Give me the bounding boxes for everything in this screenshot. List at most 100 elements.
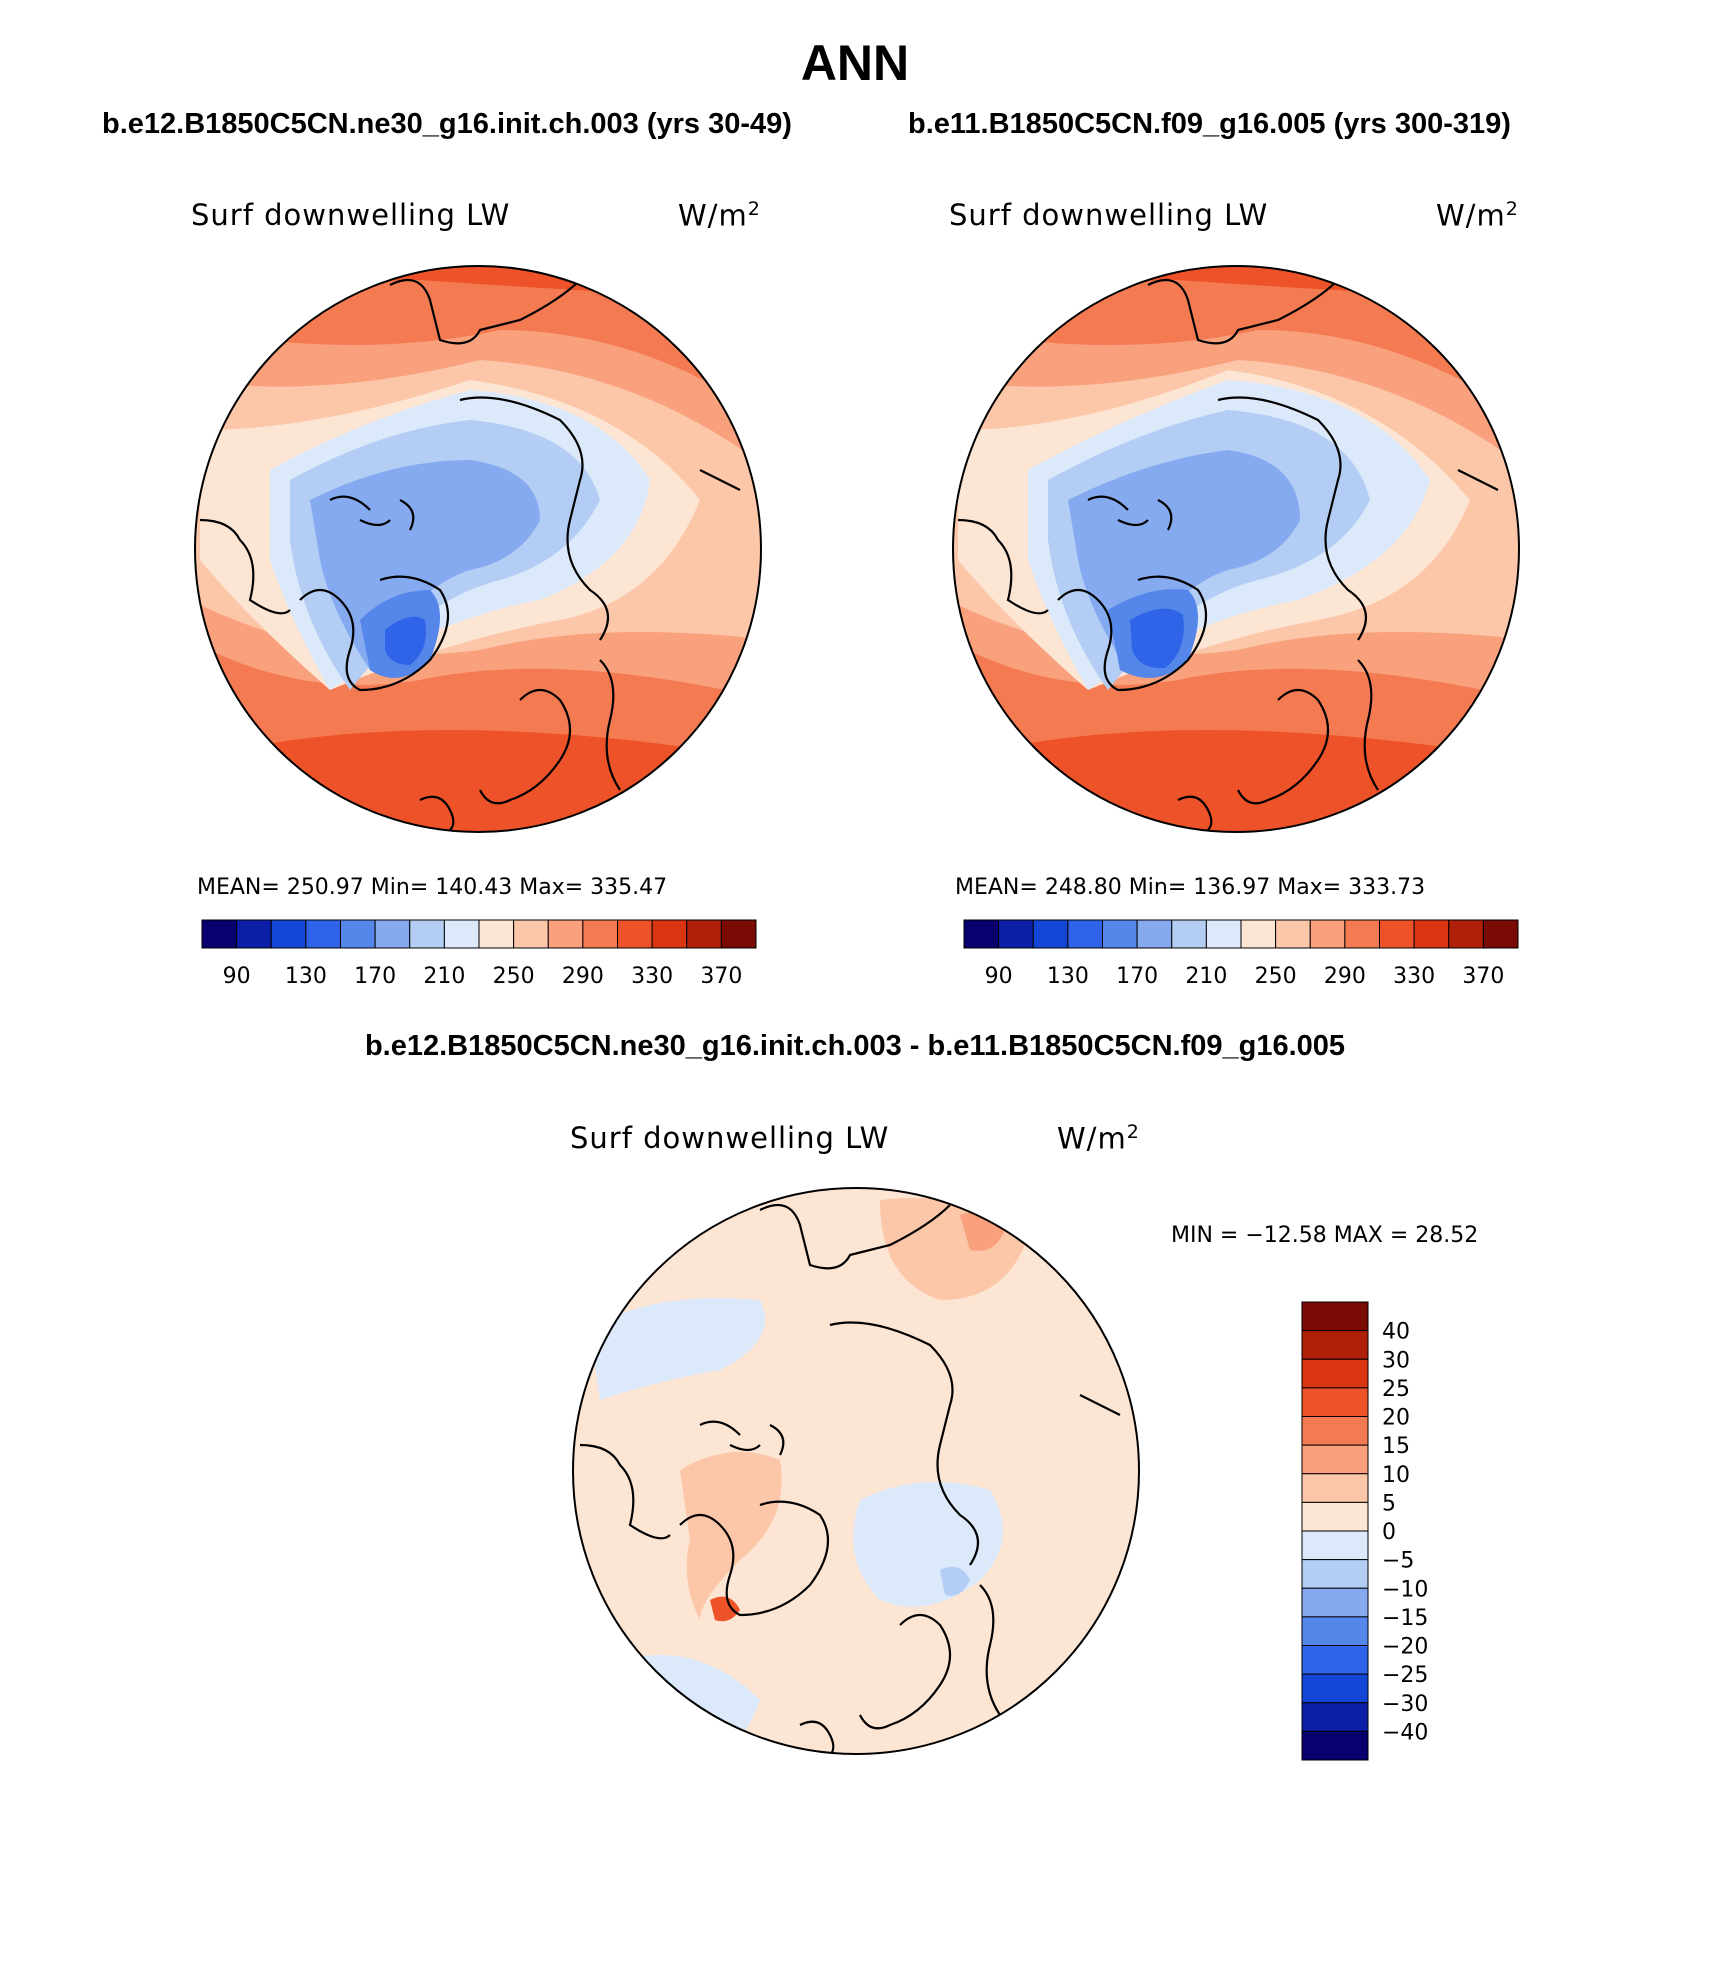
panel-1-colorbar-tick-label: 250 (493, 964, 535, 989)
panel-1-colorbar-swatch (340, 919, 376, 949)
panel-1-map-border (194, 265, 762, 833)
panel-2-colorbar-swatch (1344, 919, 1380, 949)
panel-2-colorbar-tick-label: 290 (1324, 964, 1366, 989)
panel-2-polar-map (953, 266, 1519, 832)
panel-2-case-title: b.e11.B1850C5CN.f09_g16.005 (yrs 300-319… (908, 108, 1511, 140)
panel-2-colorbar-swatch (1136, 919, 1173, 949)
panel-2-colorbar-tick-label: 330 (1393, 964, 1435, 989)
panel-1-colorbar-swatch (305, 919, 341, 949)
panel-1-stats: MEAN= 250.97 Min= 140.43 Max= 335.47 (197, 875, 668, 900)
panel-1-colorbar-swatch (236, 919, 272, 949)
panel-2-colorbar: 90 130 170 210 250 290 330 370 (963, 919, 1519, 989)
panel-1-colorbar-swatch (443, 919, 480, 949)
panel-2-colorbar-swatch (1448, 919, 1484, 949)
diff-colorbar-swatch (1301, 1702, 1369, 1732)
diff-colorbar-tick-label: 5 (1382, 1491, 1396, 1516)
panel-1-colorbar-swatch (582, 919, 618, 949)
panel-1-colorbar-tick-label: 370 (700, 964, 742, 989)
diff-colorbar-swatch (1301, 1587, 1369, 1618)
panel-1-colorbar-swatch (547, 919, 584, 949)
panel-2-map-border (952, 265, 1520, 833)
diff-colorbar-tick-label: 25 (1382, 1377, 1410, 1402)
diff-colorbar-swatch (1301, 1616, 1369, 1646)
panel-1-polar-map (195, 266, 761, 832)
panel-2-colorbar-swatch (1309, 919, 1346, 949)
panel-2-colorbar-swatch (998, 919, 1034, 949)
diff-colorbar-swatch (1301, 1501, 1369, 1532)
diff-polar-map (573, 1188, 1139, 1754)
panel-1-colorbar-tick-label: 90 (223, 964, 251, 989)
diff-colorbar-tick-label: 15 (1382, 1434, 1410, 1459)
panel-1-case-title: b.e12.B1850C5CN.ne30_g16.init.ch.003 (yr… (102, 108, 792, 140)
panel-1-colorbar-swatch (513, 919, 549, 949)
panel-2-colorbar-swatch (1171, 919, 1207, 949)
diff-colorbar-swatch (1301, 1330, 1369, 1360)
diff-colorbar-swatch (1301, 1730, 1369, 1761)
diff-map-border (572, 1187, 1140, 1755)
panel-1-colorbar-swatch (409, 919, 445, 949)
panel-2-colorbar-swatch (963, 919, 1000, 949)
main-title: ANN (800, 35, 910, 91)
panel-1-colorbar-swatch (201, 919, 238, 949)
panel-2-colorbar-tick-label: 90 (985, 964, 1013, 989)
diff-units-label: W/m2 (1057, 1121, 1140, 1156)
diff-colorbar-tick-label: −20 (1382, 1635, 1428, 1660)
diff-colorbar-tick-label: 20 (1382, 1406, 1410, 1431)
panel-2-colorbar-tick-label: 130 (1047, 964, 1089, 989)
diff-colorbar-tick-label: −30 (1382, 1692, 1428, 1717)
panel-1-colorbar-swatch (651, 919, 688, 949)
diff-colorbar-swatch (1301, 1559, 1369, 1589)
diff-colorbar-tick-label: 40 (1382, 1320, 1410, 1345)
panel-2-units-label: W/m2 (1436, 198, 1519, 233)
diff-colorbar-swatch (1301, 1530, 1369, 1561)
diff-stats: MIN = −12.58 MAX = 28.52 (1171, 1223, 1479, 1248)
diff-colorbar-swatch (1301, 1387, 1369, 1417)
diff-colorbar-swatch (1301, 1473, 1369, 1503)
panel-2-colorbar-swatch (1379, 919, 1415, 949)
diff-colorbar-tick-label: 10 (1382, 1463, 1410, 1488)
panel-2-variable-label: Surf downwelling LW (949, 198, 1269, 232)
panel-2-colorbar-swatch (1032, 919, 1069, 949)
panel-1-colorbar-swatch (686, 919, 722, 949)
panel-2-colorbar-tick-label: 250 (1255, 964, 1297, 989)
panel-1-variable-label: Surf downwelling LW (191, 198, 511, 232)
diff-colorbar-tick-label: −25 (1382, 1663, 1428, 1688)
panel-2-colorbar-swatch (1413, 919, 1450, 949)
panel-1-colorbar-tick-label: 290 (562, 964, 604, 989)
panel-2-colorbar-swatch (1240, 919, 1277, 949)
diff-variable-label: Surf downwelling LW (570, 1121, 890, 1155)
diff-colorbar-tick-label: −40 (1382, 1720, 1428, 1745)
panel-1-colorbar-swatch (617, 919, 653, 949)
panel-1-units-label: W/m2 (678, 198, 761, 233)
diff-colorbar-swatch (1301, 1673, 1369, 1704)
diff-colorbar-tick-label: 0 (1382, 1520, 1396, 1545)
diff-colorbar-swatch (1301, 1444, 1369, 1475)
panel-2-colorbar-swatch (1275, 919, 1311, 949)
panel-1-colorbar-swatch (270, 919, 307, 949)
panel-2-colorbar-tick-label: 170 (1116, 964, 1158, 989)
diff-colorbar-swatch (1301, 1301, 1369, 1332)
panel-2-colorbar-swatch (1067, 919, 1103, 949)
panel-2-colorbar-tick-label: 210 (1185, 964, 1227, 989)
diff-colorbar-tick-label: −15 (1382, 1606, 1428, 1631)
panel-1-colorbar-swatch (720, 919, 757, 949)
diff-colorbar-swatch (1301, 1645, 1369, 1675)
panel-1-colorbar-tick-label: 210 (423, 964, 465, 989)
panel-2-colorbar-tick-label: 370 (1462, 964, 1504, 989)
diff-colorbar-tick-label: 30 (1382, 1348, 1410, 1373)
diff-colorbar-tick-label: −10 (1382, 1577, 1428, 1602)
diff-colorbar-swatch (1301, 1358, 1369, 1389)
panel-2-stats: MEAN= 248.80 Min= 136.97 Max= 333.73 (955, 875, 1426, 900)
panel-1-colorbar-tick-label: 330 (631, 964, 673, 989)
panel-1-colorbar-tick-label: 170 (354, 964, 396, 989)
panel-1-colorbar-swatch (374, 919, 411, 949)
diff-title: b.e12.B1850C5CN.ne30_g16.init.ch.003 - b… (364, 1030, 1346, 1062)
diff-colorbar: 40 30 25 20 15 10 5 0 −5 −10 −15 −20 −25 −30 −40 (1301, 1301, 1428, 1761)
panel-2-colorbar-swatch (1205, 919, 1242, 949)
panel-2-colorbar-swatch (1482, 919, 1519, 949)
panel-1-colorbar-swatch (478, 919, 515, 949)
panel-1-colorbar-tick-label: 130 (285, 964, 327, 989)
panel-2-colorbar-swatch (1102, 919, 1138, 949)
panel-1-colorbar: 90 130 170 210 250 290 330 370 (201, 919, 757, 989)
